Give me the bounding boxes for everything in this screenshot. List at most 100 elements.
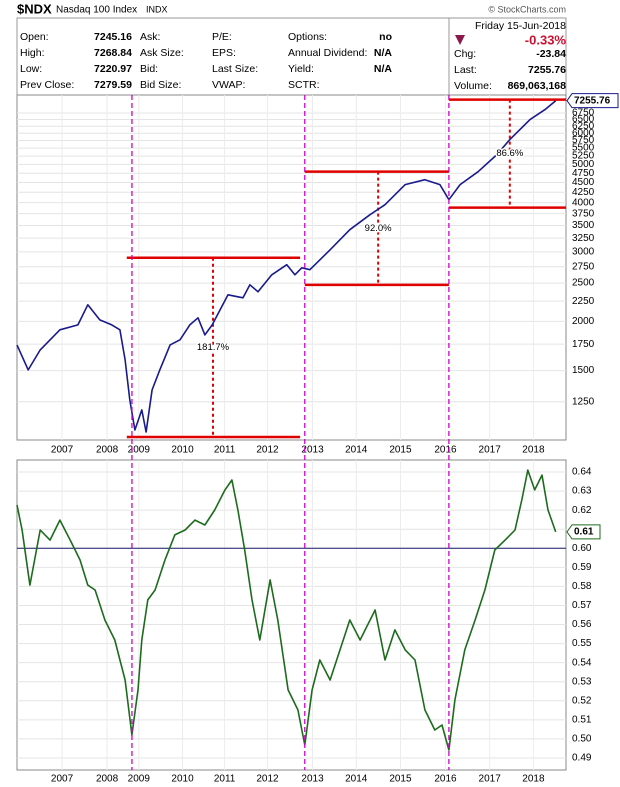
y-tick-label: 4250: [572, 187, 595, 198]
x-tick-label: 2013: [301, 774, 324, 785]
y-tick-label: 0.63: [572, 486, 592, 497]
y-tick-label: 0.64: [572, 467, 592, 478]
plot-area: [16, 459, 567, 771]
y-tick-label: 1750: [572, 339, 595, 350]
percent-label: 86.6%: [496, 148, 523, 159]
field-value: N/A: [374, 47, 393, 59]
field-label: Yield:: [288, 63, 314, 75]
x-tick-label: 2014: [345, 774, 368, 785]
x-tick-label: 2017: [479, 445, 502, 456]
field-value: 7245.16: [94, 31, 132, 43]
price-line: [16, 469, 557, 751]
symbol: $NDX: [17, 1, 52, 16]
x-tick-label: 2007: [51, 445, 74, 456]
x-tick-label: 2011: [214, 445, 236, 456]
field-label: Last Size:: [212, 63, 258, 75]
percent-label: 181.7%: [197, 342, 230, 353]
y-tick-label: 3250: [572, 233, 595, 244]
field-label: Prev Close:: [20, 79, 74, 91]
y-tick-label: 4000: [572, 197, 595, 208]
field-label: High:: [20, 47, 45, 59]
y-tick-label: 4750: [572, 168, 595, 179]
last-value-box: [566, 524, 601, 540]
field-value: N/A: [374, 63, 393, 75]
date: Friday 15-Jun-2018: [475, 20, 566, 32]
field-label: Bid Size:: [140, 79, 181, 91]
x-tick-label: 2015: [389, 445, 412, 456]
y-tick-label: 5500: [572, 143, 595, 154]
y-tick-label: 0.50: [572, 734, 592, 745]
last-value-box: [566, 93, 619, 109]
y-tick-label: 6750: [572, 108, 595, 119]
field-label: Bid:: [140, 63, 158, 75]
field-value: 7268.84: [94, 47, 132, 59]
down-arrow: [455, 35, 465, 45]
y-tick-label: 1500: [572, 365, 595, 376]
y-tick-label: 0.60: [572, 543, 592, 554]
x-tick-label: 2008: [96, 774, 119, 785]
y-tick-label: 2750: [572, 261, 595, 272]
field-label: Annual Dividend:: [288, 47, 367, 59]
x-tick-label: 2010: [171, 774, 194, 785]
y-tick-label: 0.53: [572, 676, 592, 687]
x-tick-label: 2009: [128, 774, 151, 785]
y-tick-label: 0.58: [572, 581, 592, 592]
field-label: Ask Size:: [140, 47, 184, 59]
last-value-label: 7255.76: [574, 95, 611, 106]
x-tick-label: 2014: [345, 445, 368, 456]
y-tick-label: 0.59: [572, 562, 592, 573]
x-tick-label: 2015: [389, 774, 412, 785]
x-tick-label: 2010: [171, 445, 194, 456]
x-tick-label: 2008: [96, 445, 119, 456]
y-tick-label: 0.52: [572, 695, 592, 706]
x-tick-label: 2018: [522, 445, 545, 456]
copyright: © StockCharts.com: [488, 4, 566, 14]
y-tick-label: 2250: [572, 296, 595, 307]
y-tick-label: 5750: [572, 135, 595, 146]
y-tick-label: 6500: [572, 114, 595, 125]
field-label: EPS:: [212, 47, 236, 59]
last-value-label: 0.61: [574, 527, 594, 538]
y-tick-label: 5250: [572, 151, 595, 162]
y-tick-label: 0.62: [572, 505, 592, 516]
y-tick-label: 6000: [572, 128, 595, 139]
last-value: 7255.76: [528, 64, 566, 76]
field-label: Options:: [288, 31, 327, 43]
exchange: INDX: [146, 4, 168, 14]
x-tick-label: 2016: [434, 445, 457, 456]
y-tick-label: 5000: [572, 159, 595, 170]
field-value: 7279.59: [94, 79, 132, 91]
field-label: Open:: [20, 31, 49, 43]
x-tick-label: 2012: [256, 445, 279, 456]
x-tick-label: 2007: [51, 774, 74, 785]
y-tick-label: 3000: [572, 247, 595, 258]
volume-value: 869,063,168: [508, 80, 567, 92]
y-tick-label: 1250: [572, 396, 595, 407]
field-value: no: [379, 31, 392, 43]
x-tick-label: 2013: [301, 445, 324, 456]
chg-value: -23.84: [536, 48, 566, 60]
x-tick-label: 2017: [479, 774, 502, 785]
y-tick-label: 2000: [572, 316, 595, 327]
change-percent: -0.33%: [525, 32, 567, 47]
y-tick-label: 0.56: [572, 619, 592, 630]
y-tick-label: 0.57: [572, 600, 592, 611]
y-tick-label: 3750: [572, 208, 595, 219]
volume-label: Volume:: [454, 80, 492, 92]
field-value: 7220.97: [94, 63, 132, 75]
field-label: SCTR:: [288, 79, 320, 91]
y-tick-label: 0.55: [572, 638, 592, 649]
last-label: Last:: [454, 64, 477, 76]
x-tick-label: 2009: [128, 445, 151, 456]
x-tick-label: 2018: [522, 774, 545, 785]
y-tick-label: 0.54: [572, 657, 592, 668]
percent-label: 92.0%: [365, 223, 392, 234]
chg-label: Chg:: [454, 48, 476, 60]
x-tick-label: 2011: [214, 774, 236, 785]
plot-area: [16, 94, 567, 441]
x-tick-label: 2016: [434, 774, 457, 785]
field-label: VWAP:: [212, 79, 245, 91]
field-label: P/E:: [212, 31, 232, 43]
index-name: Nasdaq 100 Index: [56, 5, 137, 16]
field-label: Ask:: [140, 31, 160, 43]
